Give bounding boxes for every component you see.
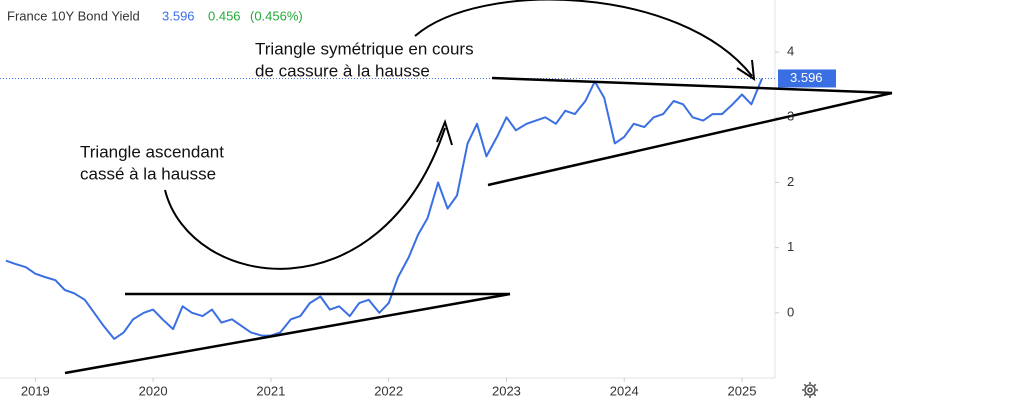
x-tick-label: 2019 bbox=[21, 383, 50, 398]
price-change-percent: (0.456%) bbox=[250, 8, 303, 23]
arrow bbox=[164, 127, 446, 270]
series-line bbox=[5, 78, 763, 340]
y-tick-label: 1 bbox=[787, 239, 794, 254]
annotation: Triangle ascendant bbox=[80, 142, 224, 161]
support-line bbox=[487, 91, 893, 187]
arrow bbox=[414, 0, 753, 77]
header: France 10Y Bond Yield 3.596 0.456 (0.456… bbox=[7, 8, 303, 23]
x-tick-label: 2021 bbox=[256, 383, 285, 398]
annotation: cassé à la hausse bbox=[80, 164, 216, 183]
support-line bbox=[64, 292, 511, 375]
arrow-head bbox=[736, 59, 756, 81]
arrow-head bbox=[436, 118, 453, 146]
last-price-badge bbox=[778, 69, 836, 88]
y-tick-label: 2 bbox=[787, 174, 794, 189]
x-tick-label: 2024 bbox=[610, 383, 639, 398]
x-tick-label: 2023 bbox=[492, 383, 521, 398]
y-tick-label: 0 bbox=[787, 304, 794, 319]
resistance-line bbox=[491, 76, 893, 95]
x-tick-label: 2025 bbox=[728, 383, 757, 398]
x-tick-label: 2022 bbox=[374, 383, 403, 398]
x-tick-label: 2020 bbox=[139, 383, 168, 398]
annotation: Triangle symétrique en cours bbox=[255, 39, 474, 58]
chart-title: France 10Y Bond Yield bbox=[7, 8, 140, 23]
settings-icon[interactable] bbox=[802, 382, 818, 398]
annotation: de cassure à la hausse bbox=[255, 61, 430, 80]
drawings bbox=[64, 0, 893, 375]
price-change: 0.456 bbox=[208, 8, 241, 23]
y-tick-label: 3 bbox=[787, 109, 794, 124]
plot-area bbox=[0, 77, 775, 340]
last-price: 3.596 bbox=[162, 8, 195, 23]
y-tick-label: 4 bbox=[787, 44, 794, 59]
last-price-label: 3.596 bbox=[790, 70, 823, 85]
